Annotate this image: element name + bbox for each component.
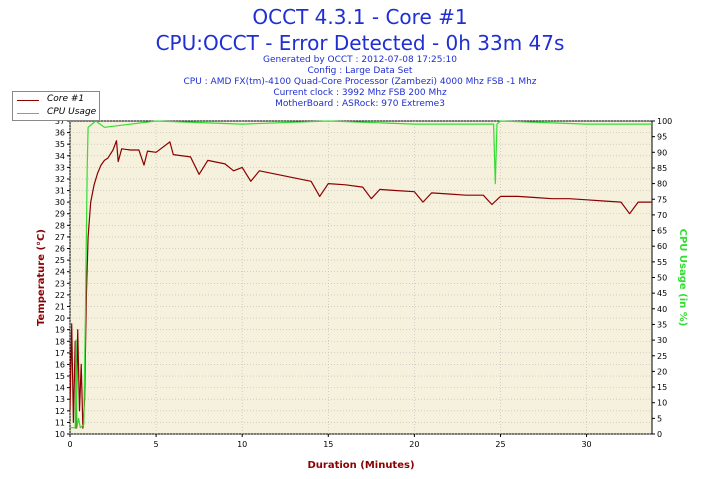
y2-tick-label: 40 (657, 305, 667, 314)
info-config: Config : Large Data Set (307, 66, 413, 76)
y-tick-label: 10 (55, 430, 65, 439)
y-tick-label: 16 (55, 360, 65, 369)
series-line-core (69, 140, 652, 429)
y-tick-label: 22 (55, 291, 65, 300)
plot-area (69, 120, 653, 435)
y-tick-label: 27 (55, 233, 65, 242)
x-tick-label: 30 (581, 440, 591, 449)
y-tick-label: 33 (55, 163, 65, 172)
series-line-cpu-usage (70, 120, 652, 429)
y-tick-label: 37 (55, 117, 65, 126)
y-tick-label: 31 (55, 187, 65, 196)
y2-tick-label: 30 (657, 336, 667, 345)
info-generated: Generated by OCCT : 2012-07-08 17:25:10 (263, 55, 457, 65)
y-tick-label: 12 (55, 407, 65, 416)
y-tick-label: 26 (55, 245, 65, 254)
y2-tick-label: 85 (657, 164, 667, 173)
y-tick-label: 34 (55, 152, 65, 161)
y-tick-label: 21 (55, 302, 65, 311)
y-tick-label: 15 (55, 372, 65, 381)
y2-tick-label: 10 (657, 399, 667, 408)
y-tick-label: 30 (55, 198, 65, 207)
chart-title: OCCT 4.3.1 - Core #1 (252, 5, 468, 29)
info-motherboard: MotherBoard : ASRock: 970 Extreme3 (275, 99, 445, 109)
x-tick-label: 10 (237, 440, 247, 449)
y2-tick-label: 55 (657, 258, 667, 267)
y2-tick-label: 0 (657, 430, 662, 439)
y2-tick-label: 90 (657, 148, 667, 157)
y-tick-label: 29 (55, 210, 65, 219)
y-tick-label: 17 (55, 349, 65, 358)
y2-tick-label: 70 (657, 211, 667, 220)
legend-swatch-core (17, 100, 39, 101)
info-cpu: CPU : AMD FX(tm)-4100 Quad-Core Processo… (183, 77, 537, 87)
x-tick-label: 5 (154, 440, 159, 449)
x-axis-label: Duration (Minutes) (307, 460, 414, 471)
y-tick-label: 32 (55, 175, 65, 184)
x-tick-label: 0 (67, 440, 72, 449)
y2-tick-label: 45 (657, 289, 667, 298)
y2-tick-label: 65 (657, 227, 667, 236)
y2-tick-label: 60 (657, 242, 667, 251)
y2-tick-label: 75 (657, 195, 667, 204)
y2-tick-label: 15 (657, 383, 667, 392)
legend-swatch-cpu-usage (17, 113, 39, 114)
y-tick-label: 24 (55, 268, 65, 277)
y2-axis-label: CPU Usage (in %) (677, 229, 688, 327)
y-tick-label: 13 (55, 395, 65, 404)
y-tick-label: 35 (55, 140, 65, 149)
y-tick-label: 20 (55, 314, 65, 323)
legend: Core #1 CPU Usage (12, 91, 100, 121)
x-tick-label: 15 (323, 440, 333, 449)
y-tick-label: 36 (55, 129, 65, 138)
y-tick-label: 25 (55, 256, 65, 265)
y2-tick-label: 5 (657, 414, 662, 423)
y2-tick-label: 25 (657, 352, 667, 361)
y-tick-label: 28 (55, 221, 65, 230)
y-tick-label: 14 (55, 384, 65, 393)
y-axis-label: Temperature (°C) (36, 229, 47, 326)
x-tick-label: 20 (409, 440, 419, 449)
y-tick-label: 18 (55, 337, 65, 346)
chart-subtitle: CPU:OCCT - Error Detected - 0h 33m 47s (155, 31, 565, 55)
x-tick-label: 25 (495, 440, 505, 449)
y-tick-label: 23 (55, 279, 65, 288)
info-clock: Current clock : 3992 Mhz FSB 200 Mhz (273, 88, 447, 98)
y-tick-label: 11 (55, 418, 65, 427)
y2-tick-label: 50 (657, 274, 667, 283)
y-tick-label: 19 (55, 326, 65, 335)
y2-tick-label: 35 (657, 320, 667, 329)
y2-tick-label: 80 (657, 180, 667, 189)
y2-tick-label: 100 (657, 117, 672, 126)
legend-label-core: Core #1 (47, 94, 85, 104)
y2-tick-label: 95 (657, 133, 667, 142)
legend-label-cpu-usage: CPU Usage (47, 107, 97, 117)
y2-tick-label: 20 (657, 367, 667, 376)
